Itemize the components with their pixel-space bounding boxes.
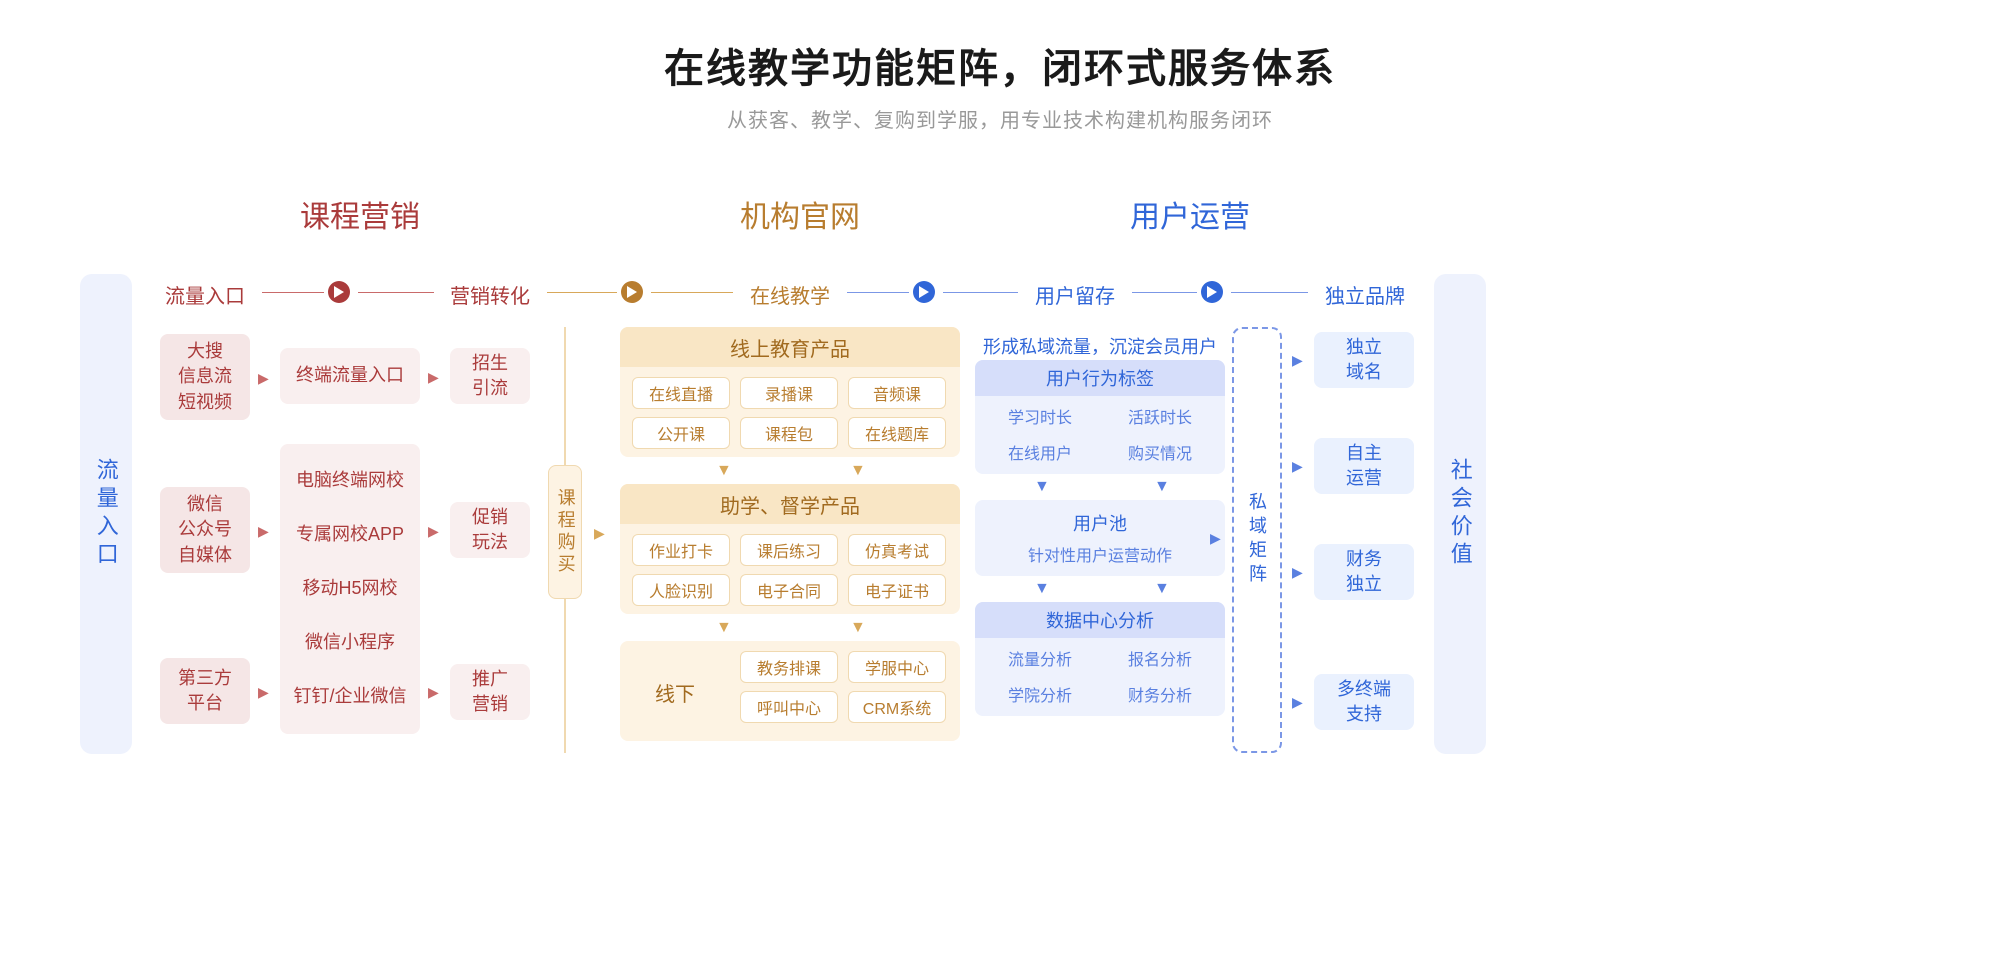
tb1-r1c0: 在线直播 bbox=[632, 377, 730, 409]
stage-teaching: 在线教学 bbox=[735, 280, 845, 309]
rb3-r2c0: 学院分析 bbox=[985, 682, 1095, 706]
tb3-r1c1: 学服中心 bbox=[848, 651, 946, 683]
tb1-r1c2: 音频课 bbox=[848, 377, 946, 409]
chevron-right-icon: ▶ bbox=[258, 684, 269, 701]
tb3-r1c0: 教务排课 bbox=[740, 651, 838, 683]
m2-item-1: 专属网校APP bbox=[280, 520, 420, 546]
tb3-header: 线下 bbox=[630, 678, 720, 707]
tb2-header: 助学、督学产品 bbox=[620, 484, 960, 524]
stage-traffic: 流量入口 bbox=[150, 280, 260, 309]
play-icon bbox=[328, 281, 350, 303]
private-matrix-label: 私域矩阵 bbox=[1244, 492, 1270, 588]
tb2-r2c1: 电子合同 bbox=[740, 574, 838, 606]
section-marketing: 课程营销 bbox=[260, 192, 460, 236]
chevron-right-icon: ▶ bbox=[1292, 352, 1303, 369]
stage-brand: 独立品牌 bbox=[1310, 280, 1420, 309]
chevron-right-icon: ▶ bbox=[258, 523, 269, 540]
stage-line bbox=[847, 292, 909, 293]
rb3-r2c1: 财务分析 bbox=[1105, 682, 1215, 706]
chevron-down-icon: ▼ bbox=[850, 462, 866, 480]
tb2-r2c0: 人脸识别 bbox=[632, 574, 730, 606]
m3-item-1: 促销 玩法 bbox=[450, 502, 530, 558]
tb1-header: 线上教育产品 bbox=[620, 327, 960, 367]
chevron-down-icon: ▼ bbox=[1154, 580, 1170, 598]
tb2-r1c1: 课后练习 bbox=[740, 534, 838, 566]
m2-item-0: 电脑终端网校 bbox=[280, 466, 420, 492]
stage-line bbox=[1132, 292, 1197, 293]
play-icon bbox=[913, 281, 935, 303]
course-purchase: 课程购买 bbox=[548, 465, 582, 599]
tb2-r2c2: 电子证书 bbox=[848, 574, 946, 606]
rb3-r1c1: 报名分析 bbox=[1105, 646, 1215, 670]
m3-item-0: 招生 引流 bbox=[450, 348, 530, 404]
chevron-right-icon: ▶ bbox=[258, 370, 269, 387]
right-pillar: 社会价值 bbox=[1434, 274, 1486, 754]
terminal-traffic-entry: 终端流量入口 bbox=[280, 348, 420, 404]
rb1-header: 用户行为标签 bbox=[975, 360, 1225, 396]
rb2-l1: 用户池 bbox=[975, 510, 1225, 536]
m2-item-4: 钉钉/企业微信 bbox=[280, 682, 420, 708]
chevron-down-icon: ▼ bbox=[716, 462, 732, 480]
course-purchase-label: 课程购买 bbox=[552, 488, 577, 576]
rb1-r1c1: 活跃时长 bbox=[1105, 404, 1215, 428]
stage-line bbox=[1231, 292, 1308, 293]
stage-retention: 用户留存 bbox=[1020, 280, 1130, 309]
chevron-right-icon: ▶ bbox=[428, 523, 439, 540]
stage-line bbox=[358, 292, 434, 293]
left-pillar-label: 流量入口 bbox=[86, 458, 126, 570]
stage-conversion: 营销转化 bbox=[435, 280, 545, 309]
traffic-src-1: 微信 公众号 自媒体 bbox=[160, 487, 250, 573]
section-operations: 用户运营 bbox=[1090, 192, 1290, 236]
rb1-r1c0: 学习时长 bbox=[985, 404, 1095, 428]
chevron-down-icon: ▼ bbox=[850, 619, 866, 637]
chevron-right-icon: ▶ bbox=[1292, 694, 1303, 711]
tb1-r1c1: 录播课 bbox=[740, 377, 838, 409]
rb1-r2c1: 购买情况 bbox=[1105, 440, 1215, 464]
tb2-r1c0: 作业打卡 bbox=[632, 534, 730, 566]
m3-item-2: 推广 营销 bbox=[450, 664, 530, 720]
tb3-r2c0: 呼叫中心 bbox=[740, 691, 838, 723]
tb2-r1c2: 仿真考试 bbox=[848, 534, 946, 566]
m2-item-2: 移动H5网校 bbox=[280, 574, 420, 600]
rb3-header: 数据中心分析 bbox=[975, 602, 1225, 638]
brand-3: 多终端 支持 bbox=[1314, 674, 1414, 730]
m2-item-3: 微信小程序 bbox=[280, 628, 420, 654]
private-matrix: 私域矩阵 bbox=[1232, 327, 1282, 753]
tb1-r2c0: 公开课 bbox=[632, 417, 730, 449]
chevron-down-icon: ▼ bbox=[1034, 580, 1050, 598]
rb2-l2: 针对性用户运营动作 bbox=[975, 542, 1225, 566]
brand-0: 独立 域名 bbox=[1314, 332, 1414, 388]
play-icon bbox=[1201, 281, 1223, 303]
chevron-right-icon: ▶ bbox=[428, 369, 439, 386]
chevron-right-icon: ▶ bbox=[428, 684, 439, 701]
tb1-r2c2: 在线题库 bbox=[848, 417, 946, 449]
left-pillar: 流量入口 bbox=[80, 274, 132, 754]
chevron-right-icon: ▶ bbox=[594, 525, 605, 542]
right-pillar-label: 社会价值 bbox=[1440, 458, 1480, 570]
stage-line bbox=[943, 292, 1018, 293]
stage-line bbox=[262, 292, 324, 293]
chevron-right-icon: ▶ bbox=[1210, 530, 1221, 547]
brand-2: 财务 独立 bbox=[1314, 544, 1414, 600]
chevron-down-icon: ▼ bbox=[1034, 478, 1050, 496]
page-title: 在线教学功能矩阵，闭环式服务体系 bbox=[0, 36, 2000, 94]
brand-1: 自主 运营 bbox=[1314, 438, 1414, 494]
page-subtitle: 从获客、教学、复购到学服，用专业技术构建机构服务闭环 bbox=[0, 104, 2000, 133]
chevron-right-icon: ▶ bbox=[1292, 458, 1303, 475]
traffic-src-2: 第三方 平台 bbox=[160, 658, 250, 724]
chevron-down-icon: ▼ bbox=[716, 619, 732, 637]
retention-top-text: 形成私域流量，沉淀会员用户 bbox=[970, 333, 1230, 359]
traffic-src-0: 大搜 信息流 短视频 bbox=[160, 334, 250, 420]
chevron-right-icon: ▶ bbox=[1292, 564, 1303, 581]
rb1-r2c0: 在线用户 bbox=[985, 440, 1095, 464]
section-website: 机构官网 bbox=[700, 192, 900, 236]
chevron-down-icon: ▼ bbox=[1154, 478, 1170, 496]
tb1-r2c1: 课程包 bbox=[740, 417, 838, 449]
play-icon bbox=[621, 281, 643, 303]
rb3-r1c0: 流量分析 bbox=[985, 646, 1095, 670]
stage-line bbox=[651, 292, 733, 293]
tb3-r2c1: CRM系统 bbox=[848, 691, 946, 723]
stage-line bbox=[547, 292, 617, 293]
